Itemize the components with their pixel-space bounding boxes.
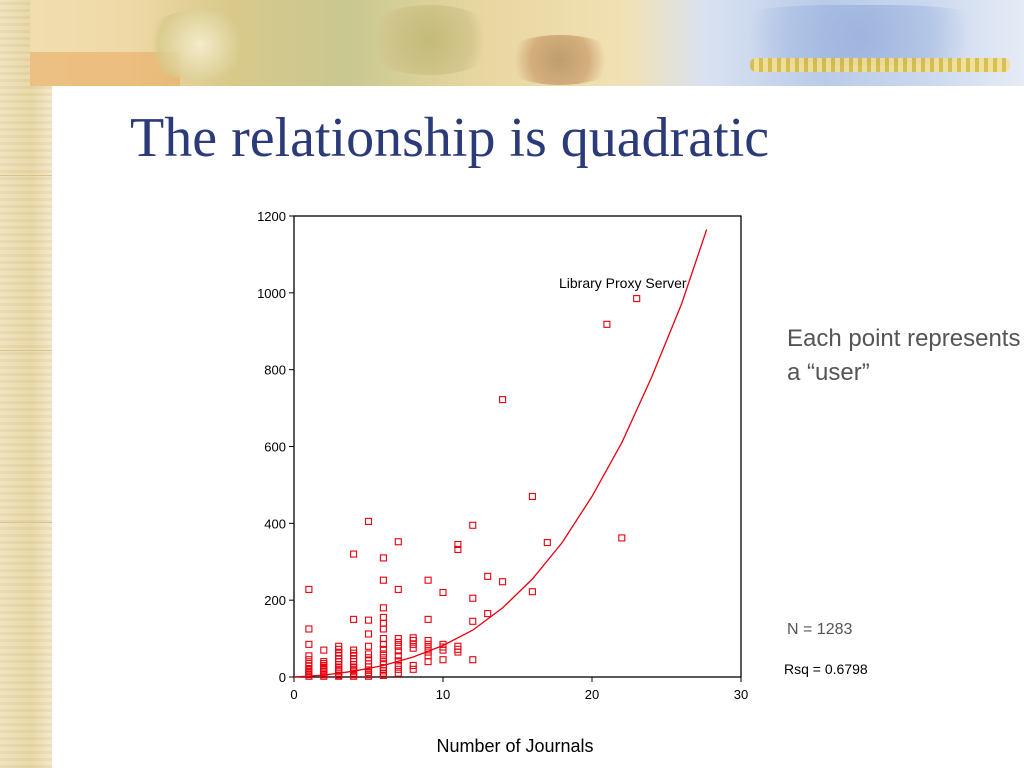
data-point	[394, 642, 402, 650]
data-point	[379, 625, 387, 633]
rsq-label: Rsq = 0.6798	[784, 661, 868, 677]
data-point	[350, 615, 358, 623]
data-point	[409, 661, 417, 670]
data-point	[603, 320, 611, 328]
y-tick-label: 600	[264, 440, 286, 455]
data-point	[364, 672, 373, 680]
slide-background	[52, 86, 1024, 768]
data-point	[528, 588, 536, 596]
data-point	[350, 646, 358, 654]
y-tick-label: 800	[264, 363, 286, 378]
left-decorative-strip	[0, 0, 52, 768]
sample-size-label: N = 1283	[787, 621, 853, 638]
slide-title: The relationship is quadratic	[130, 107, 770, 169]
chart-points	[305, 295, 641, 680]
data-point	[379, 650, 387, 658]
data-point	[394, 585, 402, 593]
y-tick-label: 400	[264, 516, 286, 531]
data-point	[305, 656, 313, 664]
data-point	[469, 617, 477, 625]
data-point	[454, 540, 462, 549]
data-point	[320, 646, 328, 654]
y-tick-label: 200	[264, 593, 286, 608]
x-tick-label: 20	[585, 687, 599, 702]
chart-axes: 0 200 400 600 800 1000 1200 0 10 20 30	[257, 209, 748, 702]
data-point	[335, 642, 343, 650]
data-point	[320, 658, 328, 666]
x-tick-label: 0	[290, 687, 297, 702]
data-point	[484, 610, 492, 618]
data-point	[394, 635, 402, 643]
data-point	[633, 295, 641, 303]
data-point	[364, 616, 373, 624]
data-point	[305, 660, 313, 668]
data-point	[305, 640, 313, 648]
data-point	[528, 492, 536, 500]
data-point	[424, 615, 432, 623]
data-point	[379, 635, 387, 643]
data-point	[305, 625, 313, 633]
x-tick-label: 30	[734, 687, 748, 702]
data-point	[394, 669, 402, 677]
data-point	[499, 396, 507, 404]
data-point	[424, 636, 432, 645]
data-point	[379, 604, 387, 612]
data-point	[543, 538, 551, 547]
data-point	[439, 656, 447, 664]
data-point	[364, 642, 373, 650]
data-point	[379, 576, 387, 584]
data-point	[454, 545, 462, 554]
data-point	[409, 665, 417, 673]
data-point	[469, 656, 477, 664]
data-point	[379, 619, 387, 627]
data-point	[394, 647, 402, 655]
data-point	[424, 652, 432, 660]
data-point	[379, 554, 387, 562]
data-point	[364, 517, 373, 525]
y-tick-label: 1000	[257, 286, 286, 301]
data-point	[364, 650, 373, 658]
data-point	[379, 654, 387, 662]
x-tick-label: 10	[436, 687, 450, 702]
y-tick-label: 0	[279, 670, 286, 685]
data-point	[350, 550, 358, 558]
data-point	[364, 654, 373, 662]
annotation-library-proxy-server: Library Proxy Server	[559, 275, 687, 291]
top-decorative-banner	[30, 0, 1024, 86]
data-point	[499, 578, 507, 586]
data-point	[379, 658, 387, 666]
data-point	[484, 572, 492, 580]
data-point	[469, 594, 477, 602]
data-point	[469, 521, 477, 529]
data-point	[394, 652, 402, 660]
x-axis-label: Number of Journals	[436, 736, 593, 756]
data-point	[424, 576, 432, 584]
data-point	[424, 640, 432, 648]
data-point	[454, 642, 462, 650]
data-point	[305, 585, 313, 593]
data-point	[335, 649, 343, 657]
data-point	[394, 538, 402, 546]
data-point	[618, 534, 626, 542]
data-point	[409, 644, 417, 652]
quadratic-fit-line	[293, 229, 708, 678]
data-point	[379, 645, 387, 653]
data-point	[305, 652, 313, 660]
data-point	[379, 613, 387, 622]
data-point	[409, 634, 417, 642]
data-point	[409, 640, 417, 648]
data-point	[364, 630, 373, 638]
data-point	[394, 661, 402, 670]
data-point	[424, 658, 432, 666]
data-point	[394, 638, 402, 646]
data-point	[439, 588, 447, 597]
y-tick-label: 1200	[257, 209, 286, 224]
data-point	[394, 665, 402, 673]
side-note-each-point: Each point represents a “user”	[787, 325, 1021, 386]
